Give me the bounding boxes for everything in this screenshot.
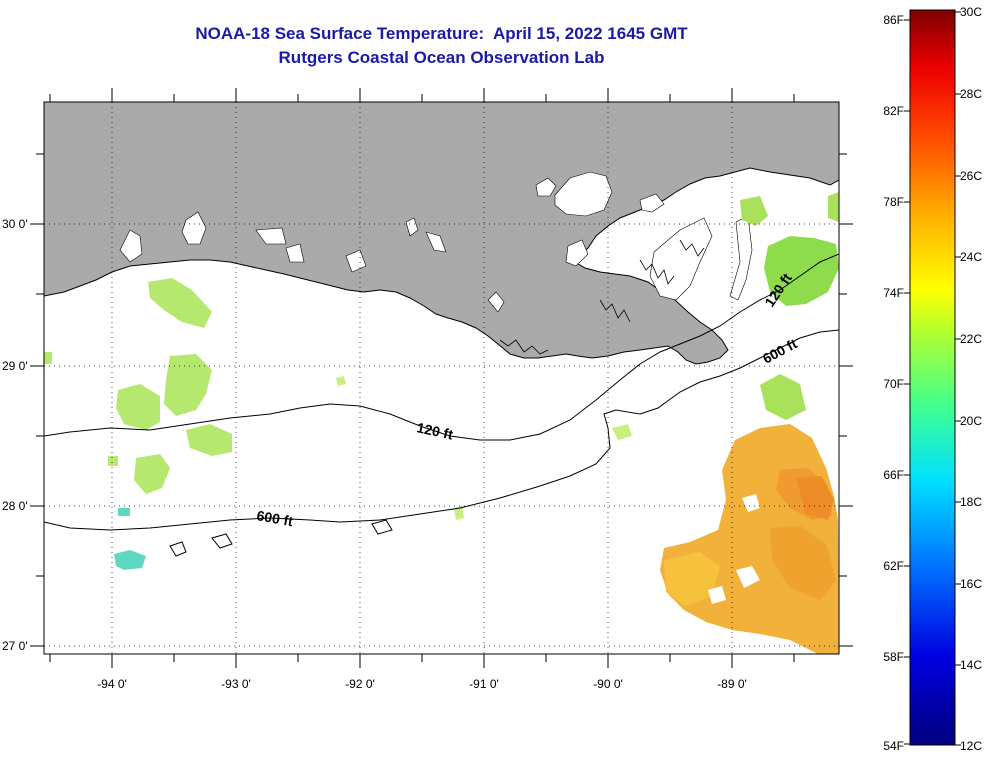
lon-label: -89 0' — [717, 677, 747, 691]
colorbar-f-label: 58F — [883, 650, 904, 664]
colorbar-f-label: 54F — [883, 739, 904, 753]
colorbar-c-label: 30C — [960, 5, 982, 19]
lat-label: 30 0' — [2, 217, 28, 231]
map-frame — [43, 101, 840, 655]
colorbar-f-label: 66F — [883, 468, 904, 482]
colorbar-f-label: 82F — [883, 104, 904, 118]
sst-data-patches — [44, 192, 839, 654]
colorbar-gradient — [909, 9, 956, 746]
contour-600ft — [44, 329, 839, 531]
colorbar-c-label: 22C — [960, 332, 982, 346]
lon-label: -94 0' — [97, 677, 127, 691]
frame-ticks — [30, 88, 853, 668]
inland-water — [119, 171, 753, 313]
temperature-colorbar: 86F 82F 78F 74F 70F 66F 62F 58F 54F 30C … — [883, 5, 982, 753]
lat-label: 27 0' — [2, 639, 28, 653]
contour-120ft — [44, 253, 839, 441]
title-line-2: Rutgers Coastal Ocean Observation Lab — [278, 48, 605, 67]
bathymetry-contours — [44, 253, 839, 557]
delta-marsh — [499, 239, 705, 355]
colorbar-c-label: 18C — [960, 495, 982, 509]
colorbar-c-label: 26C — [960, 169, 982, 183]
colorbar-c-label: 20C — [960, 414, 982, 428]
colorbar-c-label: 12C — [960, 739, 982, 753]
lat-label: 29 0' — [2, 359, 28, 373]
contour-label-120-west: 120 ft — [415, 419, 454, 442]
colorbar-f-label: 78F — [883, 195, 904, 209]
lon-label: -91 0' — [469, 677, 499, 691]
colorbar-f-label: 70F — [883, 377, 904, 391]
map-panel: 120 ft 120 ft 600 ft 600 ft — [2, 88, 853, 691]
colorbar-c-label: 14C — [960, 658, 982, 672]
map-grid — [44, 102, 839, 654]
lon-label: -92 0' — [345, 677, 375, 691]
lon-label: -90 0' — [593, 677, 623, 691]
colorbar-f-label: 86F — [883, 13, 904, 27]
map-title: NOAA-18 Sea Surface Temperature: April 1… — [44, 22, 839, 70]
colorbar-c-label: 16C — [960, 577, 982, 591]
lon-label: -93 0' — [221, 677, 251, 691]
title-line-1: NOAA-18 Sea Surface Temperature: April 1… — [195, 24, 688, 43]
colorbar-f-label: 74F — [883, 286, 904, 300]
colorbar-c-label: 28C — [960, 87, 982, 101]
lat-label: 28 0' — [2, 499, 28, 513]
colorbar-c-label: 24C — [960, 250, 982, 264]
contour-label-600-west: 600 ft — [255, 507, 294, 529]
colorbar-f-label: 62F — [883, 559, 904, 573]
